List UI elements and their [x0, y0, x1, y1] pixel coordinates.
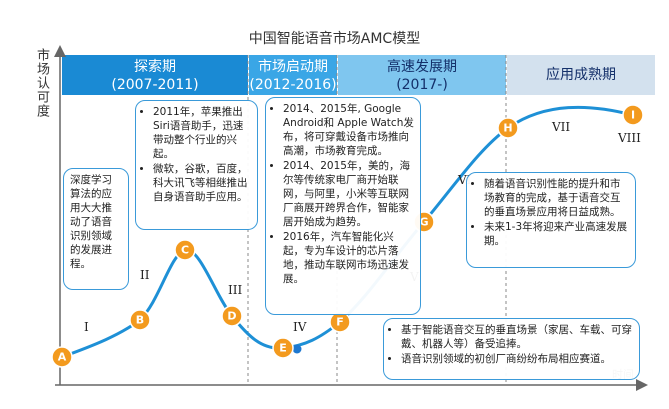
callout-list: 2011年，苹果推出Siri语音助手，迅速带动整个行业的兴起。微软，谷歌，百度，… — [142, 105, 251, 204]
callout: 基于智能语音交互的垂直场景（家居、车载、可穿戴、机器人等）备受追捧。语音识别领域… — [383, 318, 640, 380]
phase-band — [62, 55, 248, 95]
callout-item: 2011年，苹果推出Siri语音助手，迅速带动整个行业的兴起。 — [153, 105, 251, 161]
callout-list: 2014、2015年, Google Android和 Apple Watch发… — [272, 102, 414, 286]
callout-item: 2014、2015年，美的，海尔等传统家电厂商开始联网，与阿里，小米等互联网厂商… — [283, 159, 414, 229]
callout-text: 深度学习算法的应用大大推动了语音识别领域的发展进程。 — [70, 174, 112, 270]
point-marker — [497, 117, 519, 139]
callout: 随着语音识别性能的提升和市场教育的完成，基于语音交互的垂直场景应用将日益成熟。未… — [466, 172, 636, 268]
point-label: I — [631, 109, 635, 122]
point-marker — [221, 305, 243, 327]
point-label: C — [181, 244, 189, 257]
phase-band — [507, 55, 655, 95]
callout: 2011年，苹果推出Siri语音助手，迅速带动整个行业的兴起。微软，谷歌，百度，… — [135, 100, 258, 230]
callout-list: 随着语音识别性能的提升和市场教育的完成，基于语音交互的垂直场景应用将日益成熟。未… — [473, 177, 629, 248]
point-marker — [129, 309, 151, 331]
point-marker — [622, 104, 644, 126]
callout-item: 2016年，汽车智能化兴起，专为车设计的芯片落地，推动车联网市场迅速发展。 — [283, 230, 414, 286]
point-label: D — [227, 310, 236, 323]
phase-band — [249, 55, 337, 95]
callout-item: 微软，谷歌，百度，科大讯飞等相继推出自身语音助手应用。 — [153, 162, 251, 204]
stage-label: VII — [552, 120, 571, 134]
callout-list: 基于智能语音交互的垂直场景（家居、车载、可穿戴、机器人等）备受追捧。语音识别领域… — [390, 323, 633, 366]
point-marker — [174, 239, 196, 261]
phase: 市场启动期 (2012-2016) — [249, 55, 337, 95]
callout-item: 随着语音识别性能的提升和市场教育的完成，基于语音交互的垂直场景应用将日益成熟。 — [484, 177, 629, 219]
point-label: A — [58, 351, 67, 364]
phase-name: 应用成熟期 — [546, 67, 616, 83]
callout: 深度学习算法的应用大大推动了语音识别领域的发展进程。 — [63, 168, 129, 290]
phase: 探索期 (2007-2011) — [62, 55, 248, 95]
stage-label: II — [140, 268, 150, 282]
point-marker — [51, 346, 73, 368]
marker-dot — [292, 344, 302, 354]
point-label: H — [503, 122, 512, 135]
phase-period: (2012-2016) — [249, 77, 337, 93]
point-label: B — [136, 314, 144, 327]
stage-label: VIII — [618, 131, 641, 145]
stage-label: I — [84, 320, 89, 334]
y-axis-label: 市场认可度 — [34, 48, 49, 118]
point-label: E — [279, 342, 287, 355]
callout: 2014、2015年, Google Android和 Apple Watch发… — [265, 97, 421, 315]
callout-item: 基于智能语音交互的垂直场景（家居、车载、可穿戴、机器人等）备受追捧。 — [401, 323, 633, 351]
phase-period: (2007-2011) — [111, 77, 199, 93]
callout-item: 2014、2015年, Google Android和 Apple Watch发… — [283, 102, 414, 158]
callout-item: 语音识别领域的初创厂商纷纷布局相应赛道。 — [401, 352, 633, 366]
phase: 应用成熟期 — [507, 55, 655, 95]
point-marker — [272, 337, 294, 359]
stage-label: IV — [293, 320, 307, 334]
phase-period: (2017-) — [396, 77, 448, 93]
phase: 高速发展期 (2017-) — [338, 55, 506, 95]
point-label: F — [336, 316, 344, 329]
stage-label: III — [228, 283, 243, 297]
phase-name: 市场启动期 — [258, 59, 328, 75]
phase-band — [338, 55, 506, 95]
callout-item: 未来1-3年将迎来产业高速发展期。 — [484, 220, 629, 248]
point-label: G — [419, 216, 428, 229]
phase-name: 探索期 — [134, 59, 176, 75]
title: 中国智能语音市场AMC模型 — [248, 31, 421, 47]
phase-name: 高速发展期 — [387, 59, 457, 75]
